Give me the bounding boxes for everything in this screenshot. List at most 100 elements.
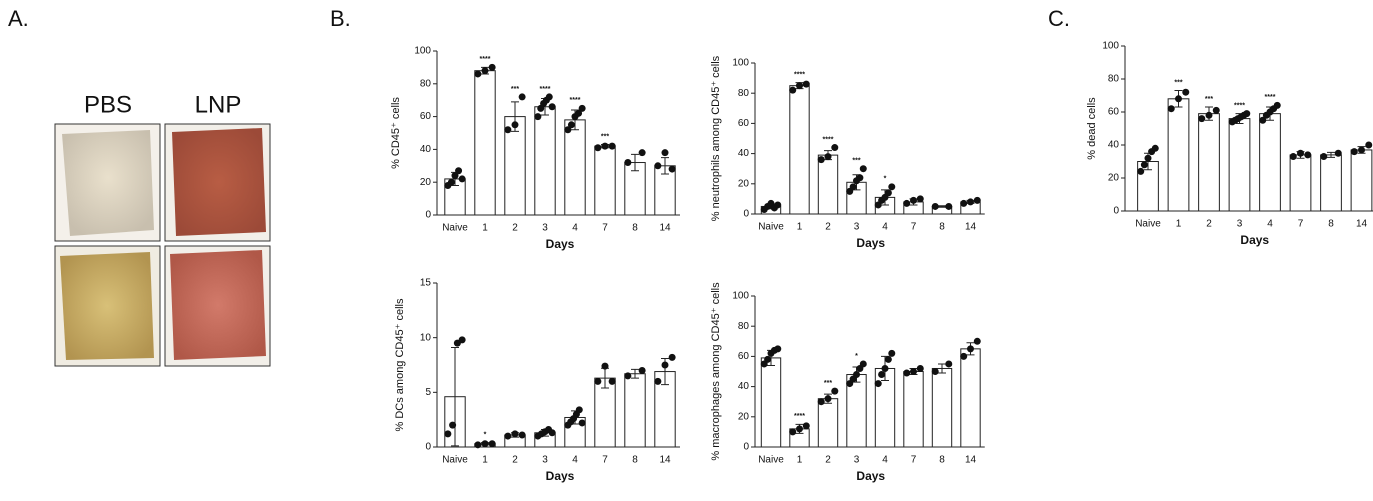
y-tick-label: 0: [1113, 206, 1119, 217]
data-point: [1182, 88, 1190, 96]
y-tick-label: 20: [420, 177, 432, 188]
error-bar: [451, 347, 459, 447]
x-tick-label: 3: [542, 223, 548, 234]
bar: [960, 348, 981, 448]
data-point: [668, 165, 676, 173]
data-point: [853, 371, 860, 379]
data-point: [802, 80, 810, 88]
data-point: [1167, 105, 1175, 113]
data-point: [449, 421, 457, 429]
data-point: [481, 440, 489, 448]
data-point: [1350, 148, 1358, 156]
y-tick-label: 5: [425, 387, 431, 398]
data-point: [455, 167, 463, 175]
data-point: [1205, 111, 1213, 119]
data-point: [789, 428, 797, 436]
x-tick-label: 1: [797, 222, 803, 233]
x-tick-label: 7: [911, 455, 917, 466]
data-point: [564, 126, 572, 134]
data-point: [884, 355, 892, 363]
data-point: [945, 202, 953, 210]
data-point: [594, 144, 602, 152]
data-point: [931, 202, 939, 210]
data-point: [1297, 149, 1304, 157]
photos: [54, 123, 271, 367]
bar: [789, 85, 810, 215]
data-point: [1365, 141, 1373, 149]
data-point: [578, 419, 586, 427]
data-point: [1140, 161, 1148, 169]
x-tick-label: 4: [572, 455, 578, 466]
data-point: [1334, 149, 1342, 157]
x-axis-title: Days: [546, 237, 575, 251]
y-axis-title: % DCs among CD45⁺ cells: [394, 298, 406, 431]
data-point: [774, 201, 782, 209]
data-point: [601, 362, 609, 370]
data-point: [967, 345, 974, 353]
bar: [1350, 149, 1373, 212]
y-tick-label: 15: [420, 278, 432, 289]
bar: [931, 367, 953, 448]
data-point: [910, 368, 917, 375]
data-point: [488, 63, 496, 71]
data-point: [451, 172, 459, 180]
data-point: [578, 104, 586, 112]
data-point: [661, 149, 669, 157]
data-point: [624, 372, 632, 380]
x-axis-title: Days: [546, 469, 575, 483]
x-tick-label: 3: [854, 455, 860, 466]
data-point: [545, 93, 553, 101]
data-point: [638, 149, 646, 157]
data-point: [1273, 101, 1281, 109]
data-point: [764, 355, 772, 363]
data-point: [474, 70, 482, 78]
significance: ***: [852, 158, 860, 165]
y-tick-label: 100: [732, 58, 749, 69]
y-axis-title: % CD45⁺ cells: [390, 97, 402, 169]
x-tick-label: 1: [482, 455, 488, 466]
significance: ****: [540, 86, 551, 93]
y-axis-title: % dead cells: [1086, 97, 1098, 160]
significance: ***: [601, 133, 609, 140]
significance: ***: [1205, 96, 1213, 103]
x-tick-label: 1: [482, 223, 488, 234]
x-tick-label: 1: [797, 455, 803, 466]
x-tick-label: 14: [1356, 219, 1368, 230]
data-point: [774, 345, 782, 353]
significance: ***: [1174, 79, 1182, 86]
data-point: [504, 126, 512, 134]
significance: ***: [824, 380, 832, 387]
data-point: [1137, 167, 1145, 175]
y-tick-label: 100: [414, 46, 431, 57]
data-point: [796, 82, 803, 90]
data-point: [796, 425, 803, 433]
bar: [594, 145, 616, 216]
data-point: [973, 196, 981, 204]
data-point: [444, 430, 452, 438]
data-point: [945, 360, 953, 368]
data-point: [859, 360, 867, 368]
x-tick-label: Naive: [1135, 219, 1161, 230]
y-tick-label: 0: [425, 210, 431, 221]
y-tick-label: 60: [738, 118, 750, 129]
photo-label: PBS: [84, 91, 132, 118]
significance: ****: [480, 56, 491, 63]
data-point: [518, 431, 526, 439]
data-point: [668, 353, 676, 361]
data-point: [575, 406, 583, 414]
data-point: [931, 368, 939, 375]
x-tick-label: 7: [1298, 219, 1304, 230]
bar: [903, 371, 924, 448]
data-point: [831, 387, 839, 395]
x-tick-label: 3: [1237, 219, 1243, 230]
data-point: [824, 153, 832, 161]
x-tick-label: 2: [825, 222, 831, 233]
bar: [760, 357, 782, 448]
bar: [817, 398, 839, 448]
data-point: [575, 109, 583, 117]
data-point: [654, 162, 662, 170]
bar: [1320, 154, 1342, 212]
bar: [1289, 154, 1312, 212]
x-tick-label: 14: [965, 455, 977, 466]
